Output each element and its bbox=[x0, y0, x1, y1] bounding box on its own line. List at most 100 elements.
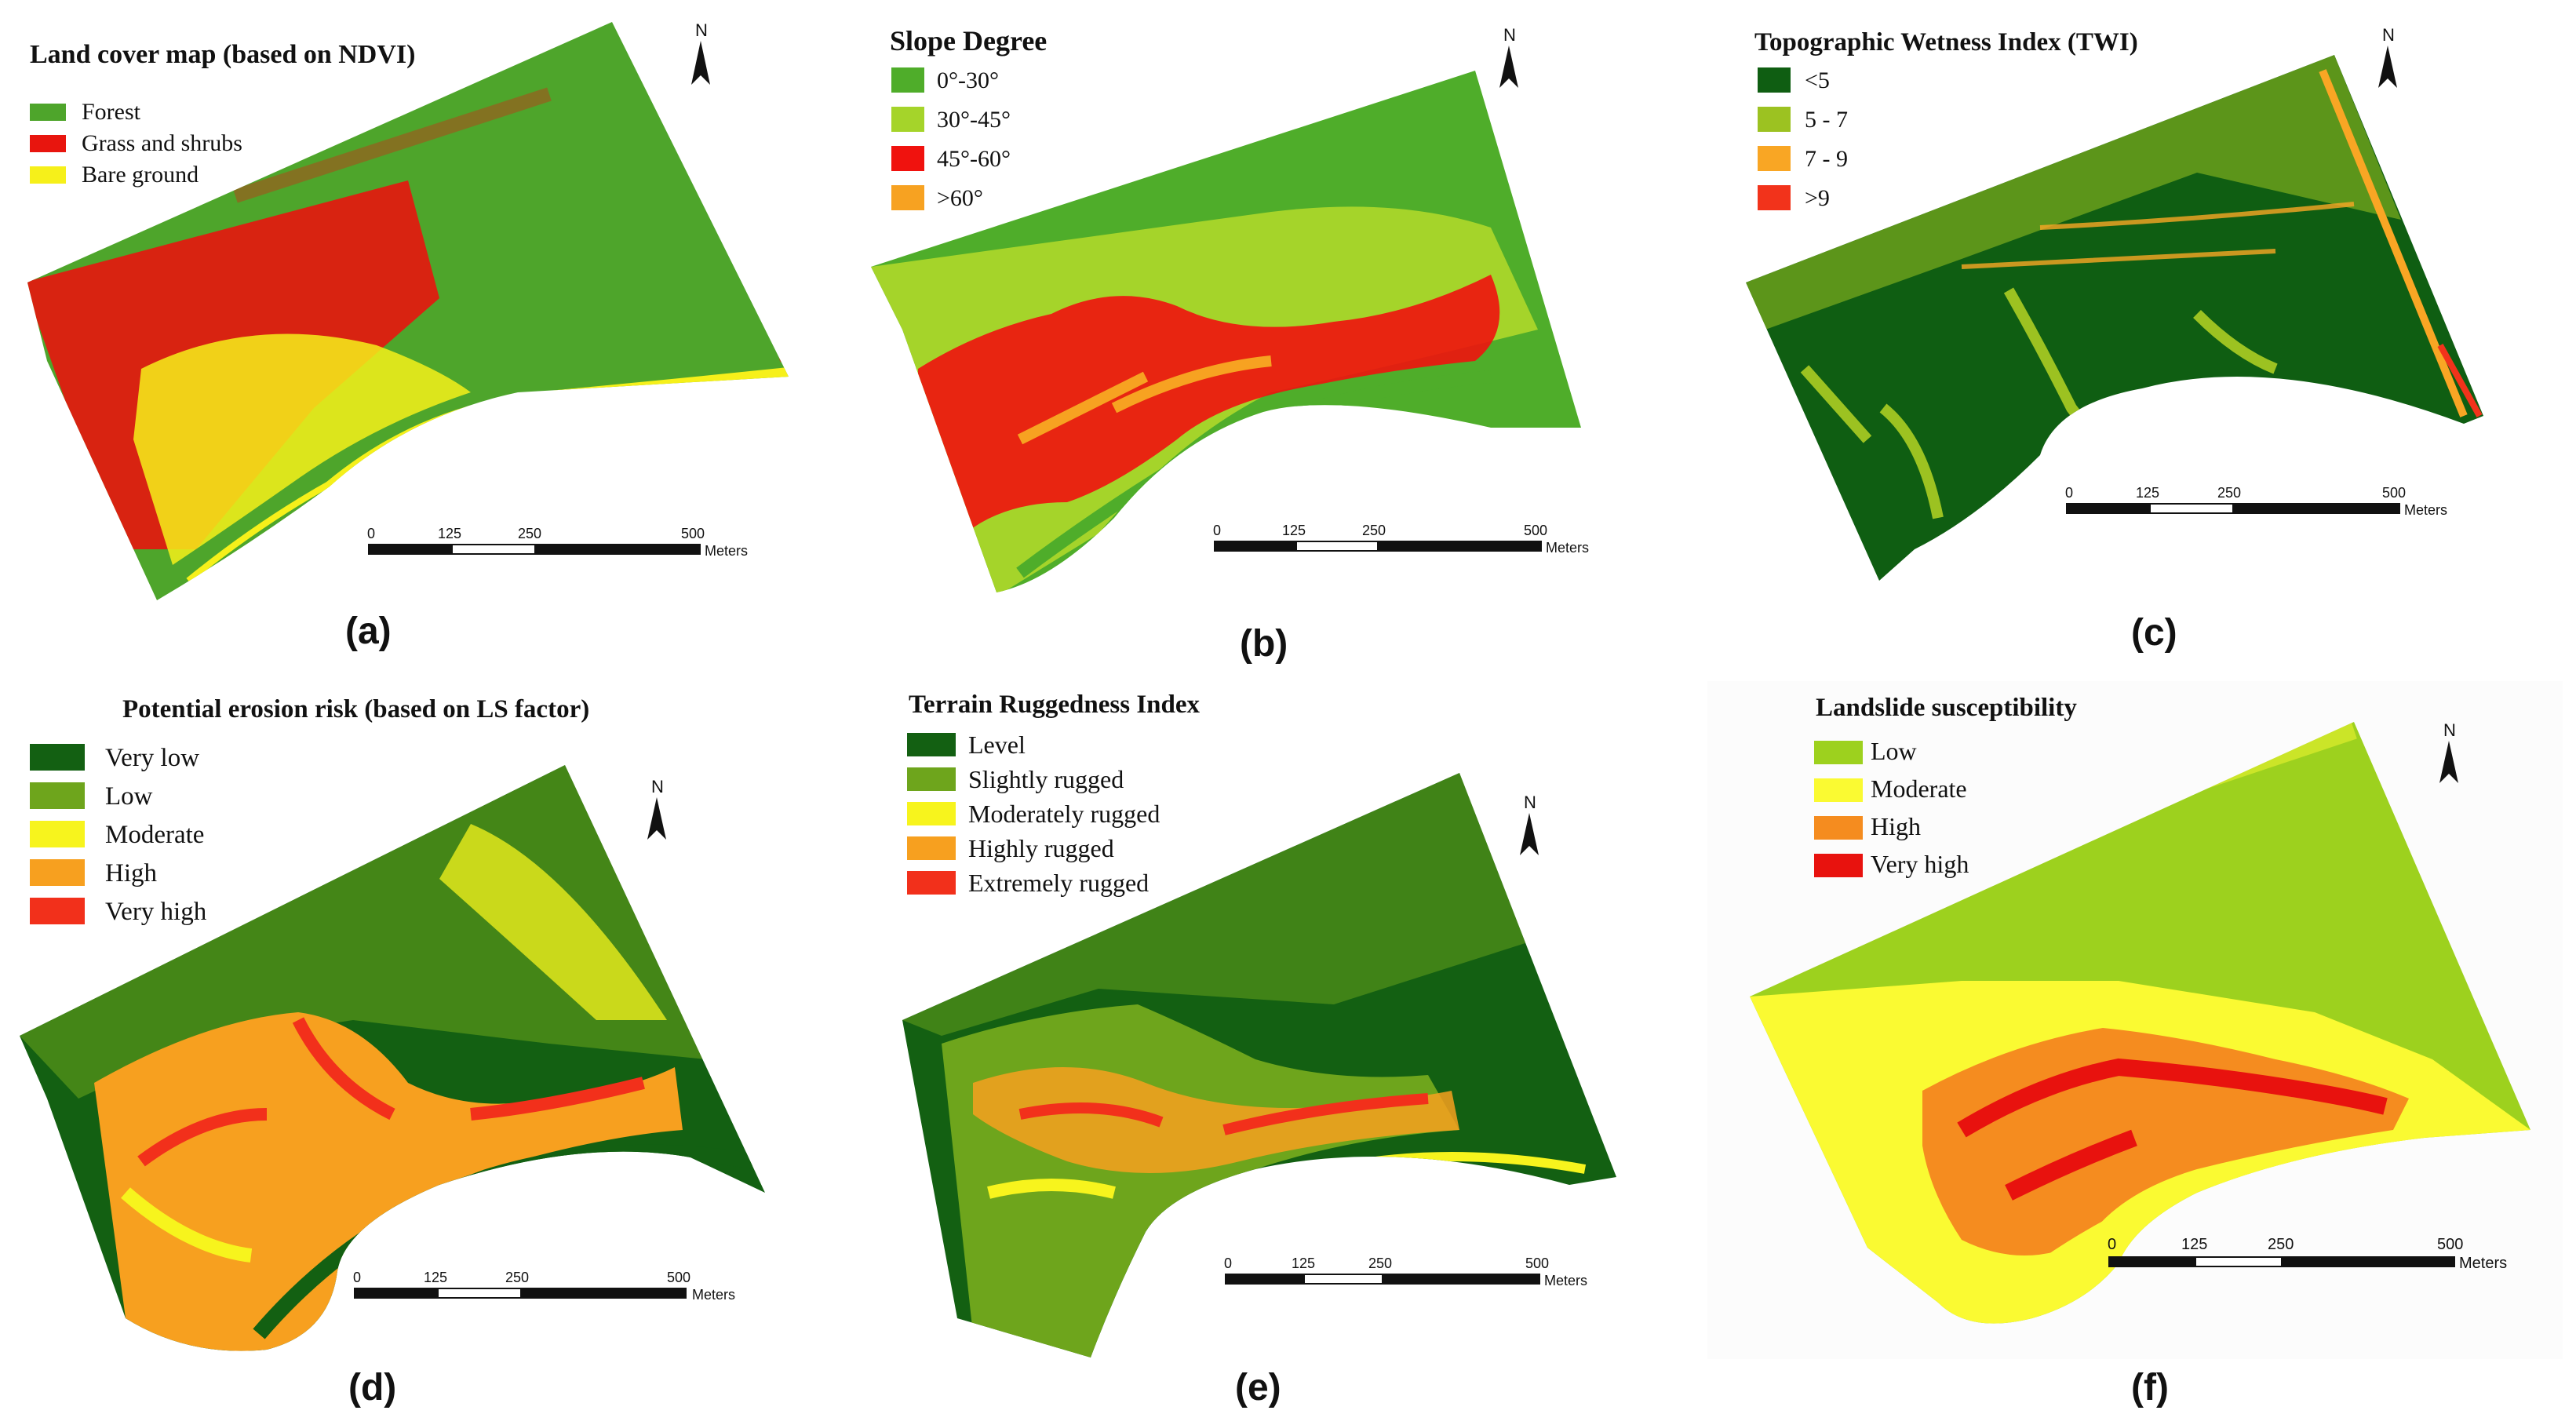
scale-tick-250: 250 bbox=[505, 1270, 529, 1285]
scale-bar-segment-2 bbox=[451, 544, 536, 555]
scale-tick-0: 0 bbox=[367, 526, 375, 541]
panel-f-title: Landslide susceptibility bbox=[1816, 694, 2077, 722]
scale-bar-segment-3 bbox=[1377, 541, 1542, 552]
legend-label-over-60: >60° bbox=[937, 185, 983, 211]
legend-swatch-low bbox=[30, 782, 85, 809]
legend-label-0-30: 0°-30° bbox=[937, 67, 999, 93]
legend-label-grass-and-shrubs: Grass and shrubs bbox=[82, 130, 242, 156]
scale-bar-segment-1 bbox=[2108, 1256, 2196, 1267]
panel-c-caption: (c) bbox=[2131, 612, 2177, 654]
scale-tick-250: 250 bbox=[518, 526, 541, 541]
panel-f: Landslide susceptibility Low Moderate Hi… bbox=[1707, 681, 2563, 1409]
legend-swatch-very-low bbox=[30, 744, 85, 771]
panel-b-legend: 0°-30° 30°-45° 45°-60° >60° bbox=[891, 67, 1011, 211]
scale-tick-125: 125 bbox=[2181, 1236, 2207, 1253]
legend-swatch-extremely-rugged bbox=[907, 871, 956, 895]
scale-bar-segment-1 bbox=[2066, 503, 2151, 514]
panel-f-north-arrow: N bbox=[2439, 720, 2458, 783]
panel-a-title: Land cover map (based on NDVI) bbox=[30, 40, 415, 69]
scale-bar-segment-1 bbox=[368, 544, 453, 555]
legend-label-slightly-rugged: Slightly rugged bbox=[968, 765, 1124, 793]
north-arrow-icon bbox=[2439, 741, 2458, 783]
panel-d-scale-bar: 0 125 250 500 Meters bbox=[353, 1270, 735, 1303]
panel-d-north-arrow: N bbox=[647, 777, 666, 840]
panel-a-caption: (a) bbox=[345, 610, 392, 652]
scale-unit: Meters bbox=[2404, 502, 2447, 518]
scale-bar-segment-2 bbox=[1295, 541, 1379, 552]
legend-label-moderately-rugged: Moderately rugged bbox=[968, 800, 1160, 828]
panel-d-title: Potential erosion risk (based on LS fact… bbox=[122, 695, 589, 723]
legend-label-under-5: <5 bbox=[1805, 67, 1830, 93]
scale-bar-segment-3 bbox=[534, 544, 701, 555]
panel-f-scale-bar: 0 125 250 500 Meters bbox=[2108, 1236, 2507, 1272]
scale-tick-500: 500 bbox=[1525, 1255, 1549, 1271]
scale-tick-500: 500 bbox=[1524, 523, 1547, 538]
legend-swatch-grass-and-shrubs bbox=[30, 135, 66, 152]
legend-label-low: Low bbox=[105, 782, 153, 811]
scale-bar-segment-3 bbox=[2281, 1256, 2455, 1267]
panel-b-title: Slope Degree bbox=[890, 25, 1047, 56]
legend-swatch-forest bbox=[30, 104, 66, 121]
panel-b-caption: (b) bbox=[1240, 623, 1288, 665]
scale-tick-500: 500 bbox=[667, 1270, 690, 1285]
legend-label-extremely-rugged: Extremely rugged bbox=[968, 869, 1149, 897]
scale-unit: Meters bbox=[1546, 540, 1589, 556]
panel-a: Land cover map (based on NDVI) Forest Gr… bbox=[27, 20, 789, 652]
panel-e-north-arrow: N bbox=[1520, 793, 1539, 855]
scale-bar-segment-2 bbox=[2149, 503, 2234, 514]
scale-bar-segment-3 bbox=[1382, 1274, 1540, 1285]
legend-label-level: Level bbox=[968, 731, 1026, 759]
legend-label-45-60: 45°-60° bbox=[937, 146, 1011, 172]
legend-swatch-over-60 bbox=[891, 185, 924, 210]
panel-c-scale-bar: 0 125 250 500 Meters bbox=[2065, 485, 2447, 518]
panel-b-north-arrow: N bbox=[1499, 25, 1518, 88]
panel-c: Topographic Wetness Index (TWI) <5 5 - 7… bbox=[1746, 25, 2483, 654]
scale-tick-125: 125 bbox=[2136, 485, 2159, 501]
scale-tick-0: 0 bbox=[1213, 523, 1221, 538]
legend-label-7-9: 7 - 9 bbox=[1805, 146, 1848, 172]
north-arrow-icon bbox=[691, 41, 710, 85]
legend-swatch-level bbox=[907, 733, 956, 756]
scale-bar-segment-3 bbox=[520, 1288, 687, 1299]
scale-tick-125: 125 bbox=[438, 526, 461, 541]
legend-swatch-high bbox=[30, 859, 85, 886]
panel-d-legend: Very low Low Moderate High Very high bbox=[30, 744, 207, 926]
legend-swatch-high bbox=[1814, 816, 1863, 840]
scale-tick-250: 250 bbox=[2217, 485, 2241, 501]
panel-e: Terrain Ruggedness Index Level Slightly … bbox=[902, 691, 1616, 1409]
legend-label-moderate: Moderate bbox=[105, 821, 204, 849]
legend-swatch-very-high bbox=[30, 898, 85, 924]
legend-swatch-low bbox=[1814, 741, 1863, 764]
panel-e-scale-bar: 0 125 250 500 Meters bbox=[1224, 1255, 1587, 1288]
legend-label-forest: Forest bbox=[82, 99, 141, 125]
scale-bar-segment-2 bbox=[1303, 1274, 1383, 1285]
scale-tick-125: 125 bbox=[1292, 1255, 1315, 1271]
scale-tick-125: 125 bbox=[424, 1270, 447, 1285]
legend-label-5-7: 5 - 7 bbox=[1805, 107, 1848, 133]
scale-bar-segment-2 bbox=[437, 1288, 522, 1299]
panel-e-legend: Level Slightly rugged Moderately rugged … bbox=[907, 731, 1160, 897]
scale-unit: Meters bbox=[1544, 1273, 1587, 1288]
legend-swatch-bare-ground bbox=[30, 166, 66, 184]
legend-label-highly-rugged: Highly rugged bbox=[968, 834, 1114, 862]
legend-swatch-5-7 bbox=[1758, 107, 1791, 132]
panel-b: Slope Degree 0°-30° 30°-45° 45°-60° >60°… bbox=[871, 25, 1589, 665]
scale-tick-0: 0 bbox=[2065, 485, 2073, 501]
scale-bar-segment-2 bbox=[2195, 1256, 2283, 1267]
north-label: N bbox=[651, 777, 664, 796]
north-label: N bbox=[2382, 25, 2395, 45]
scale-tick-500: 500 bbox=[2382, 485, 2406, 501]
scale-tick-0: 0 bbox=[1224, 1255, 1232, 1271]
north-arrow-icon bbox=[1520, 813, 1539, 855]
scale-bar-segment-1 bbox=[1225, 1274, 1305, 1285]
legend-swatch-7-9 bbox=[1758, 146, 1791, 171]
legend-label-over-9: >9 bbox=[1805, 185, 1830, 211]
legend-swatch-very-high bbox=[1814, 854, 1863, 877]
north-label: N bbox=[695, 20, 708, 40]
scale-bar-segment-1 bbox=[354, 1288, 439, 1299]
legend-swatch-0-30 bbox=[891, 67, 924, 93]
scale-tick-250: 250 bbox=[1362, 523, 1386, 538]
north-label: N bbox=[1503, 25, 1516, 45]
panel-c-legend: <5 5 - 7 7 - 9 >9 bbox=[1758, 67, 1848, 211]
panel-a-scale-bar: 0 125 250 500 Meters bbox=[367, 526, 748, 559]
